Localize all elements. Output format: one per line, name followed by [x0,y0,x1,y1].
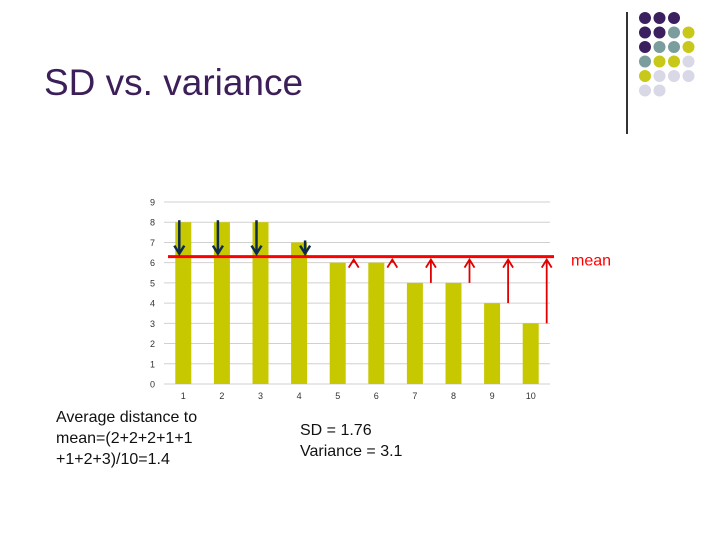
deviation-arrow-down [299,240,312,256]
y-tick-label: 8 [150,218,155,228]
y-tick-label: 7 [150,238,155,248]
slide-title: SD vs. variance [44,62,304,103]
average-distance-note: Average distance to mean=(2+2+2+1+1 +1+2… [56,407,197,470]
y-tick-label: 3 [150,319,155,329]
y-tick-label: 6 [150,258,155,268]
decorative-dot [668,26,680,39]
y-tick-label: 0 [150,380,155,390]
average-distance-line-1: Average distance to [56,409,198,426]
x-tick-label: 6 [374,391,379,401]
sd-value-text: SD = 1.76 [300,422,372,439]
x-tick-label: 3 [258,391,263,401]
x-tick-label: 9 [490,391,495,401]
x-tick-label: 2 [219,391,224,401]
x-tick-label: 8 [451,391,456,401]
deviation-arrow-head [540,257,553,269]
bar [484,303,501,384]
bar [291,242,308,384]
deviation-arrow-head [502,257,514,269]
deviation-arrow-up [347,257,360,269]
bar [329,262,346,384]
deviation-arrow-down [211,220,224,256]
deviation-arrow-head [211,244,224,256]
decorative-dot [668,55,680,68]
decorative-dot [639,84,651,97]
bar [368,262,385,384]
bar [522,323,539,384]
variance-value-text: Variance = 3.1 [300,443,403,460]
deviation-arrow-head [173,244,186,256]
bar [175,222,192,384]
deviation-arrow-up [463,257,476,283]
x-tick-label: 1 [181,391,186,401]
decorative-dot [653,55,666,68]
bar-chart: 0 1 2 3 4 5 6 7 8 9 1 2 3 4 5 6 7 8 9 10 mean [150,198,611,402]
sd-variance-note: SD = 1.76 Variance = 3.1 [300,420,402,462]
bar [252,222,269,384]
decorative-vertical-line [626,12,628,134]
x-tick-label: 5 [335,391,340,401]
x-tick-label: 7 [412,391,417,401]
decorative-dot [682,26,695,39]
deviation-arrow-down [173,220,186,256]
decorative-dot [653,70,666,82]
decorative-dot [668,41,680,53]
decorative-dot [653,26,666,39]
decorative-dot [682,55,695,68]
x-tick-label: 10 [526,391,536,401]
average-distance-line-2: mean=(2+2+2+1+1 [56,430,193,447]
decorative-dot [668,70,680,82]
decorative-dot [682,70,695,82]
y-tick-label: 1 [150,359,155,369]
deviation-arrow-head [386,257,399,269]
deviation-arrow-up [386,257,399,269]
bar [406,282,423,384]
deviation-arrow-up [502,257,514,304]
decorative-dot [639,55,651,68]
deviation-arrow-head [425,257,437,269]
decorative-dot [639,26,651,39]
decorative-dot [653,41,666,53]
deviation-arrow-head [347,257,360,269]
deviation-arrow-up [425,257,437,283]
decorative-dot [639,41,651,53]
decorative-dot [639,12,651,24]
decorative-dot-pattern [639,12,695,97]
y-tick-label: 2 [150,339,155,349]
deviation-arrow-head [463,257,476,269]
x-tick-label: 4 [297,391,302,401]
decorative-dot [668,12,680,24]
y-tick-label: 9 [150,198,155,208]
decorative-dot [639,70,651,82]
bar [213,222,230,384]
deviation-arrow-up [540,257,553,324]
y-tick-label: 4 [150,299,155,309]
average-distance-line-3: +1+2+3)/10=1.4 [56,451,170,468]
bar [445,282,462,384]
mean-label: mean [571,253,611,270]
decorative-dot [653,12,666,24]
y-tick-label: 5 [150,278,155,288]
decorative-dot [682,41,695,53]
deviation-arrow-down [250,220,263,256]
deviation-arrow-head [299,244,312,256]
deviation-arrow-head [250,244,263,256]
decorative-dot [653,84,666,97]
